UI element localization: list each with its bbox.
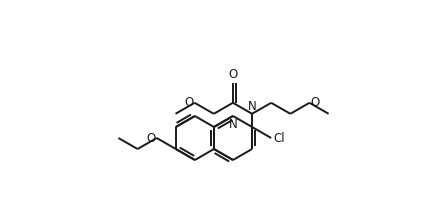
- Text: N: N: [229, 117, 237, 130]
- Text: O: O: [310, 96, 320, 109]
- Text: O: O: [146, 131, 156, 145]
- Text: N: N: [248, 100, 257, 113]
- Text: O: O: [184, 96, 194, 109]
- Text: O: O: [228, 68, 237, 81]
- Text: Cl: Cl: [273, 131, 285, 145]
